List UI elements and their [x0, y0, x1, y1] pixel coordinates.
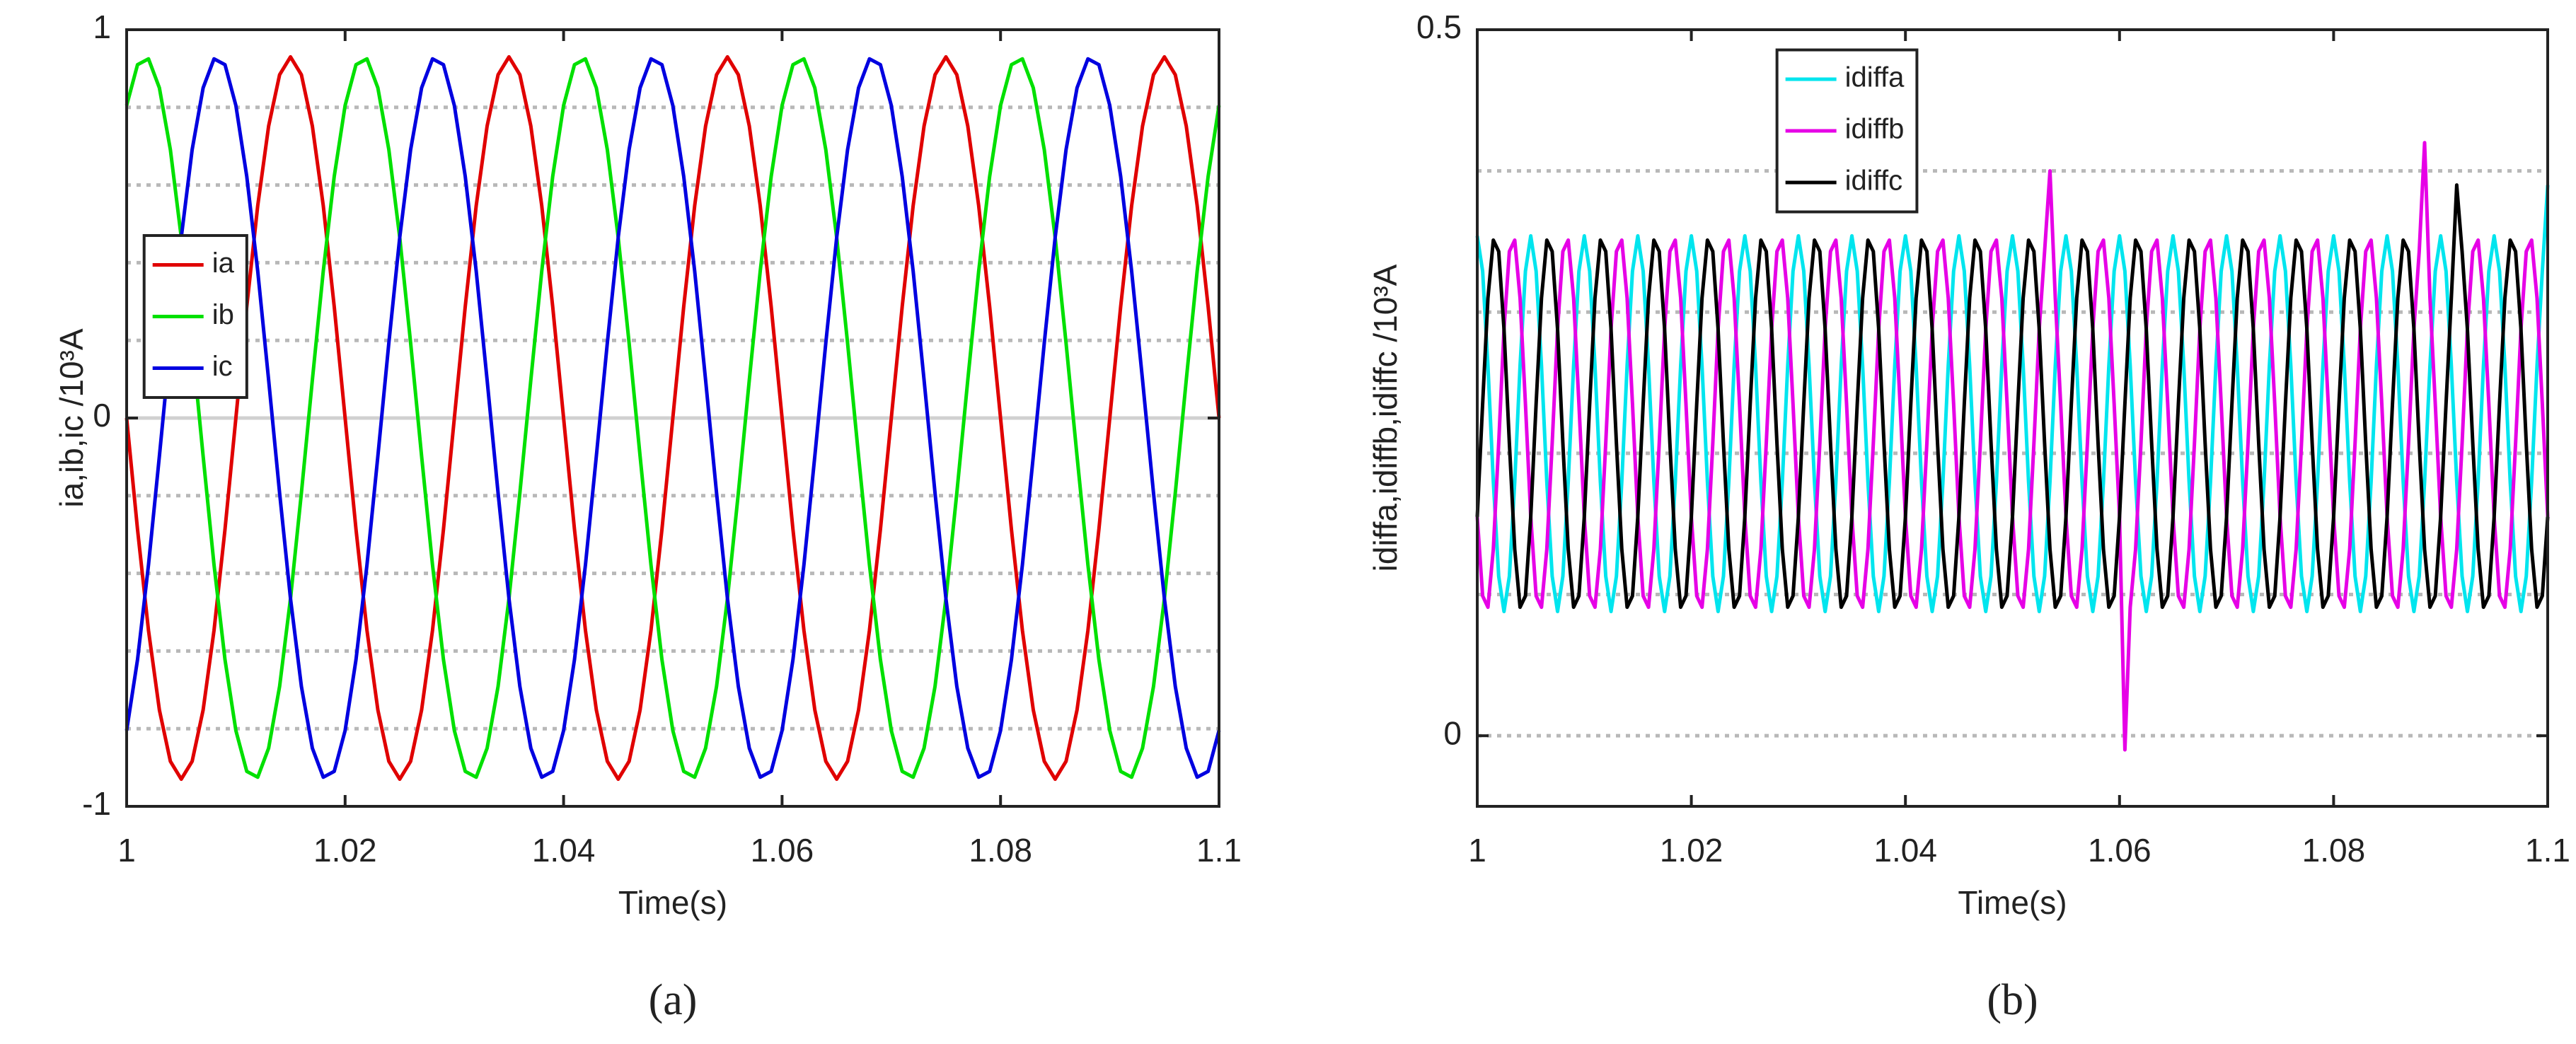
legend-label: idiffb	[1845, 114, 1905, 145]
caption: (a)	[649, 976, 698, 1024]
data-line	[125, 54, 1221, 782]
legend-label: idiffa	[1845, 62, 1905, 93]
x-tick-label: 1.1	[2525, 832, 2570, 869]
x-tick-label: 1	[117, 832, 136, 869]
x-tick-label: 1.08	[969, 832, 1032, 869]
x-tick-label: 1.1	[1196, 832, 1242, 869]
x-tick-label: 1.04	[1873, 832, 1937, 869]
x-tick-label: 1.02	[1660, 832, 1723, 869]
x-tick-label: 1	[1468, 832, 1486, 869]
x-axis-label: Time(s)	[618, 884, 727, 921]
y-tick-label: 0.5	[1416, 8, 1462, 45]
y-axis-label: idiffa,idiffb,idiffc /10³A	[1367, 264, 1404, 572]
y-tick-label: 1	[93, 8, 111, 45]
data-line	[125, 57, 1221, 779]
x-tick-label: 1.06	[751, 832, 814, 869]
y-tick-label: -1	[82, 785, 111, 822]
legend-label: idiffc	[1845, 166, 1903, 197]
legend-label: ic	[212, 351, 233, 382]
data-line	[1475, 185, 2550, 613]
data-line	[1475, 183, 2550, 609]
x-tick-label: 1.08	[2302, 832, 2366, 869]
legend-label: ia	[212, 248, 235, 279]
x-tick-label: 1.02	[313, 832, 377, 869]
x-tick-label: 1.04	[532, 832, 596, 869]
x-tick-label: 1.06	[2088, 832, 2152, 869]
data-line	[125, 57, 1221, 779]
y-tick-label: 0	[1443, 714, 1462, 751]
caption: (b)	[1987, 976, 2038, 1024]
legend: idiffa idiffb idiffc	[1775, 48, 1919, 214]
plot-frame	[1476, 28, 2549, 808]
y-tick-label: 0	[93, 397, 111, 434]
y-axis-label: ia,ib,ic /10³A	[53, 328, 90, 507]
x-axis-label: Time(s)	[1958, 884, 2067, 921]
data-line	[1475, 141, 2550, 752]
legend: ia ib ic	[142, 233, 248, 399]
legend-label: ib	[212, 299, 234, 330]
